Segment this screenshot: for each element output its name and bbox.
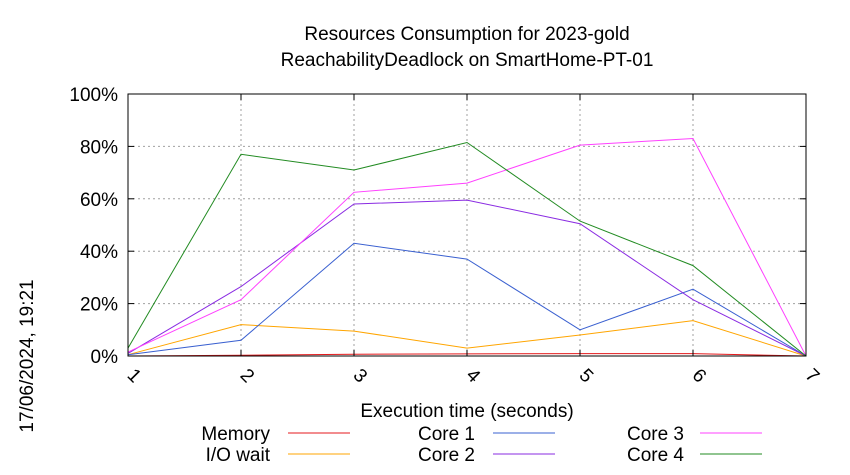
y-tick-label: 100% xyxy=(69,85,118,106)
chart-title-line-2: ReachabilityDeadlock on SmartHome-PT-01 xyxy=(281,50,654,71)
legend-label: Core 4 xyxy=(627,445,684,466)
x-axis-ticks: 1 2 3 4 5 6 7 xyxy=(123,94,823,388)
y-tick-label: 80% xyxy=(80,137,118,158)
series-line-core-3 xyxy=(127,137,807,357)
y-tick-label: 40% xyxy=(80,242,118,263)
legend-label: Memory xyxy=(201,424,270,445)
series-lines xyxy=(127,137,807,357)
chart-title-line-1: Resources Consumption for 2023-gold xyxy=(304,24,629,45)
x-tick-label: 1 xyxy=(123,365,145,387)
series-line-core-2 xyxy=(127,199,807,357)
legend-label: Core 2 xyxy=(418,445,475,466)
series-line-core-1 xyxy=(127,242,807,357)
y-axis-ticks: 0% 20% 40% 60% 80% 100% xyxy=(69,85,806,368)
x-tick-label: 3 xyxy=(349,365,371,387)
x-tick-label: 4 xyxy=(462,365,485,388)
series-line-i-o-wait xyxy=(127,320,807,357)
legend-label: Core 1 xyxy=(418,424,475,445)
x-tick-label: 6 xyxy=(688,365,710,387)
x-tick-label: 5 xyxy=(575,365,597,387)
grid xyxy=(128,94,806,356)
legend-label: I/O wait xyxy=(206,445,271,466)
series-line-core-4 xyxy=(127,141,807,357)
legend-label: Core 3 xyxy=(627,424,684,445)
y-tick-label: 0% xyxy=(91,347,119,368)
x-tick-label: 2 xyxy=(236,365,258,387)
x-axis-label: Execution time (seconds) xyxy=(360,401,573,422)
timestamp-label: 17/06/2024, 19:21 xyxy=(17,279,38,432)
y-tick-label: 20% xyxy=(80,295,118,316)
y-tick-label: 60% xyxy=(80,190,118,211)
x-tick-label: 7 xyxy=(801,365,823,387)
